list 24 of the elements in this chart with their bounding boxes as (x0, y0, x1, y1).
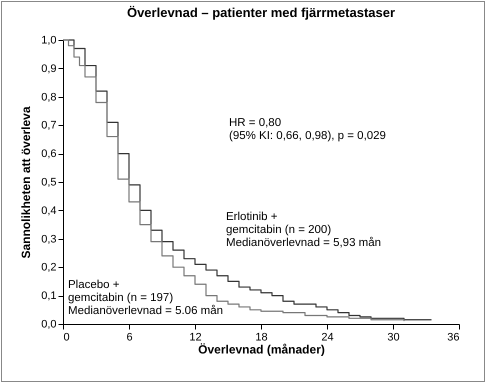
x-tick-label: 36 (447, 332, 460, 344)
x-tick-label: 30 (387, 332, 400, 344)
y-axis-title: Sannolikheten att överleva (19, 106, 34, 259)
y-tick-label: 0,5 (41, 176, 56, 188)
y-tick-label: 0,0 (41, 318, 56, 330)
x-axis-title: Överlevnad (månader) (198, 342, 325, 356)
annotation: HR = 0,80 (95% KI: 0,66, 0,98), p = 0,029 (229, 117, 386, 142)
y-tick-label: 0,9 (41, 62, 56, 75)
y-tick-label: 0,1 (41, 290, 56, 302)
annotation: Placebo + gemcitabin (n = 197) Medianöverlevnad = 5.06 mån (68, 279, 224, 317)
annotation: Erlotinib + gemcitabin (n = 200) Medianöverlevnad = 5,93 mån (226, 211, 382, 249)
y-tick-label: 0,6 (41, 148, 56, 160)
y-tick-label: 0,7 (41, 120, 56, 132)
y-tick-label: 0,3 (41, 233, 56, 246)
x-tick-label: 0 (64, 332, 70, 344)
chart-title: Överlevnad – patienter med fjärrmetastaser (126, 5, 396, 20)
x-tick-label: 18 (255, 332, 268, 344)
y-tick-label: 1,0 (41, 34, 56, 46)
x-tick-label: 24 (321, 332, 334, 344)
y-tick-label: 0,8 (41, 91, 56, 104)
x-tick-label: 6 (126, 332, 133, 344)
x-tick-label: 12 (189, 332, 202, 344)
y-tick-label: 0,4 (41, 204, 56, 217)
y-tick-label: 0,2 (41, 262, 56, 274)
